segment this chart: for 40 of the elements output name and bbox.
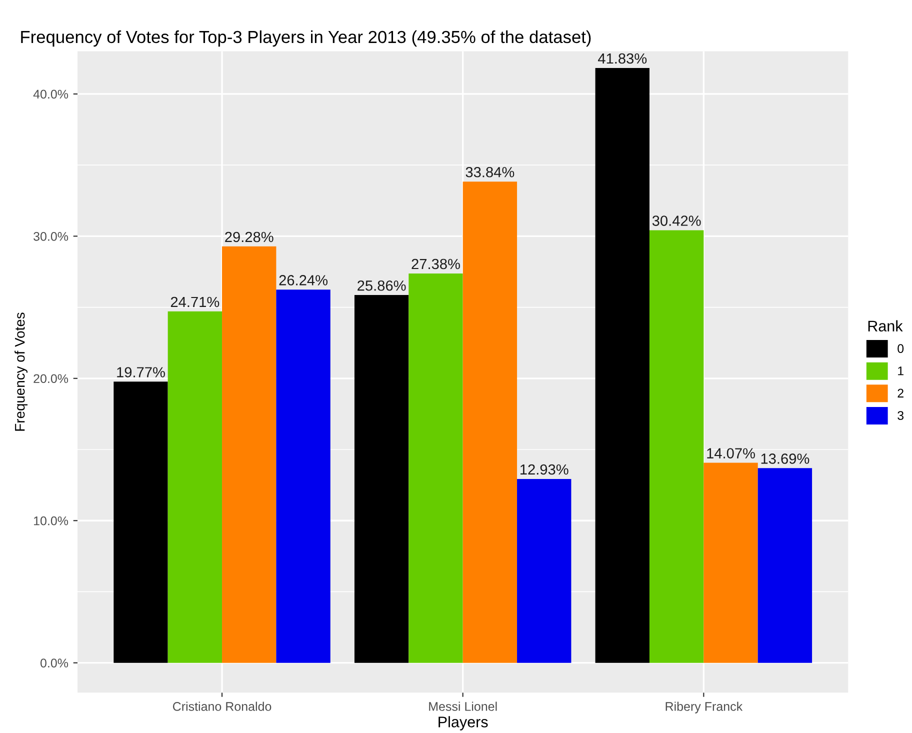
bar bbox=[517, 478, 572, 663]
legend-label: 3 bbox=[898, 411, 904, 420]
data-label: 12.93% bbox=[520, 464, 568, 475]
data-label: 33.84% bbox=[466, 166, 514, 178]
bar bbox=[114, 382, 168, 663]
data-label: 14.07% bbox=[707, 448, 755, 458]
y-tick-label: 30.0% bbox=[34, 232, 68, 241]
data-label: 27.38% bbox=[412, 258, 460, 270]
legend-label: 2 bbox=[898, 388, 904, 398]
bar bbox=[462, 182, 518, 663]
data-label: 29.28% bbox=[225, 232, 274, 242]
legend-label: 0 bbox=[898, 344, 904, 353]
data-label: 25.86% bbox=[358, 280, 406, 291]
data-label: 13.69% bbox=[761, 454, 810, 464]
bar bbox=[704, 462, 758, 663]
bar bbox=[168, 311, 222, 663]
bar bbox=[649, 230, 704, 663]
chart-title: Frequency of Votes for Top-3 Players in Year 2013 (49.35% of the dataset) bbox=[21, 30, 591, 47]
bar bbox=[276, 290, 330, 663]
data-label: 24.71% bbox=[170, 296, 220, 308]
x-tick-label: Ribery Franck bbox=[666, 702, 743, 714]
y-tick-label: 20.0% bbox=[34, 374, 68, 384]
bar bbox=[595, 68, 650, 663]
bar bbox=[758, 468, 812, 663]
y-tick-label: 10.0% bbox=[34, 516, 68, 526]
data-label: 19.77% bbox=[117, 367, 165, 378]
x-tick-label: Messi Lionel bbox=[429, 702, 497, 711]
legend-label: 1 bbox=[898, 366, 904, 376]
x-tick-label: Cristiano Ronaldo bbox=[172, 702, 272, 711]
data-label: 26.24% bbox=[279, 275, 328, 286]
data-label: 41.83% bbox=[598, 53, 647, 64]
data-label: 30.42% bbox=[652, 216, 701, 226]
bar bbox=[222, 246, 276, 663]
legend-title: Rank bbox=[868, 320, 903, 332]
x-axis-title: Players bbox=[438, 716, 488, 730]
y-tick-label: 0.0% bbox=[40, 658, 68, 668]
y-tick-label: 40.0% bbox=[33, 90, 68, 99]
bar bbox=[408, 273, 463, 663]
bar bbox=[354, 295, 409, 663]
y-axis-title: Frequency of Votes bbox=[14, 312, 28, 431]
